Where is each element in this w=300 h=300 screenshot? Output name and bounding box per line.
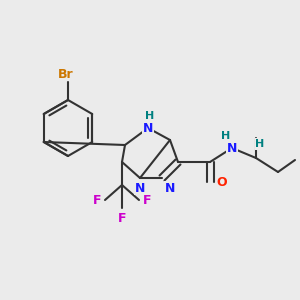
- Text: N: N: [227, 142, 237, 154]
- Text: N: N: [143, 122, 153, 134]
- Text: O: O: [217, 176, 227, 188]
- Text: F: F: [93, 194, 101, 206]
- Text: H: H: [146, 111, 154, 121]
- Text: H: H: [255, 139, 265, 149]
- Text: N: N: [165, 182, 175, 194]
- Text: N: N: [135, 182, 145, 194]
- Text: F: F: [143, 194, 151, 206]
- Text: H: H: [221, 131, 231, 141]
- Text: Br: Br: [58, 68, 74, 80]
- Text: F: F: [118, 212, 126, 224]
